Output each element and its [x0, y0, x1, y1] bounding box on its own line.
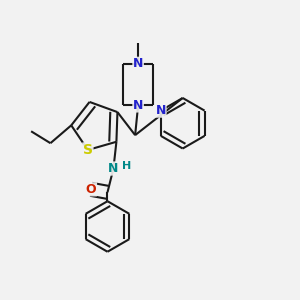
- Text: N: N: [108, 162, 118, 175]
- Text: N: N: [156, 104, 166, 117]
- Text: H: H: [122, 161, 131, 171]
- Text: N: N: [133, 99, 143, 112]
- Text: N: N: [133, 57, 143, 70]
- Text: O: O: [86, 183, 97, 196]
- Text: S: S: [83, 143, 93, 157]
